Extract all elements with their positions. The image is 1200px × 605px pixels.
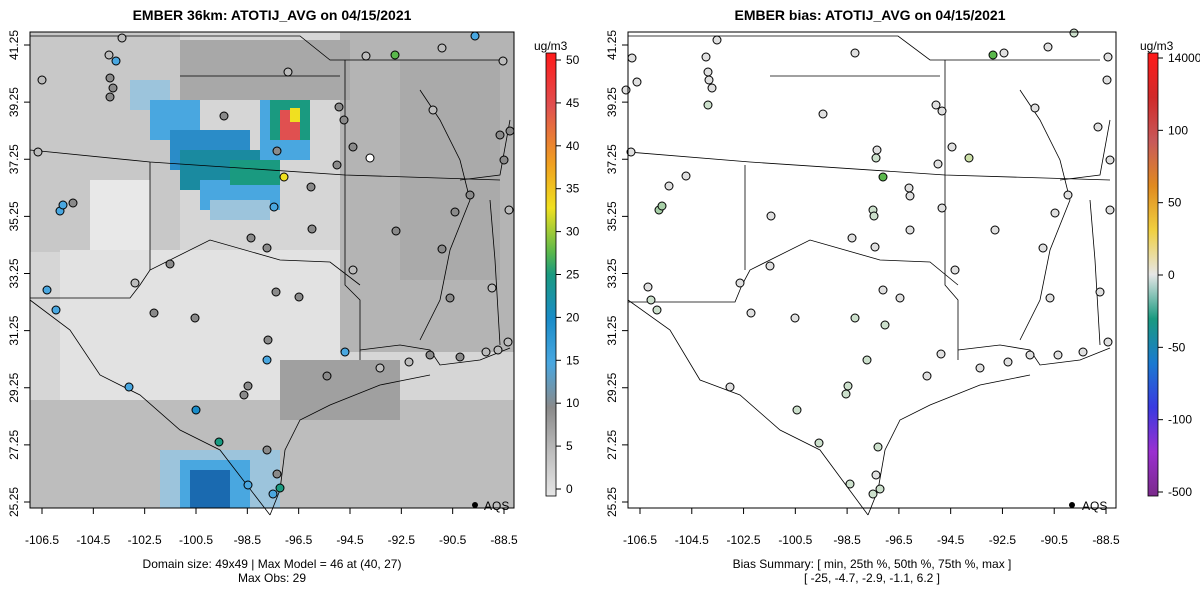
colorbar-tick-label: 5 [566,439,573,453]
y-tick-label: 31.25 [7,315,21,345]
x-tick-label: -92.5 [388,533,416,547]
colorbar-tick-label: -100 [1168,413,1192,427]
left-plot-frame [29,31,515,509]
left-title: EMBER 36km: ATOTIJ_AVG on 04/15/2021 [133,7,412,23]
y-tick-label: 39.25 [7,87,21,117]
y-tick-label: 41.25 [605,30,619,60]
x-tick-label: -100.5 [778,533,812,547]
right-plot-frame [627,31,1117,509]
y-tick-label: 25.25 [605,487,619,517]
colorbar-tick-label: 14000 [1168,51,1200,65]
colorbar-tick-label: 35 [566,182,580,196]
right-monitors [621,28,1115,508]
x-tick-label: -98.5 [234,533,262,547]
colorbar-tick-label: 25 [566,268,580,282]
colorbar-tick-label: -500 [1168,485,1192,499]
left-colorbar-units: ug/m3 [534,39,568,53]
colorbar-tick-label: -50 [1168,340,1186,354]
x-tick-label: -100.5 [179,533,213,547]
colorbar-tick-label: 45 [566,96,580,110]
colorbar-tick-label: 100 [1168,123,1188,137]
x-tick-label: -106.5 [25,533,59,547]
y-tick-label: 35.25 [7,201,21,231]
left-colorbar-ticks: 0 5 10 15 20 25 30 35 40 45 50 [556,53,580,496]
right-x-ticks: -106.5 -104.5 -102.5 -100.5 -98.5 -96.5 -94.5 -… [623,508,1120,547]
x-tick-label: -90.5 [1041,533,1069,547]
left-footer-line2: Max Obs: 29 [238,571,306,585]
colorbar-tick-label: 0 [566,482,573,496]
y-tick-label: 35.25 [605,201,619,231]
x-tick-label: -106.5 [623,533,657,547]
colorbar-tick-label: 15 [566,353,580,367]
right-colorbar [1147,52,1159,497]
left-monitors [33,31,515,508]
y-tick-label: 33.25 [605,258,619,288]
y-tick-label: 29.25 [605,372,619,402]
y-tick-label: 39.25 [605,87,619,117]
x-tick-label: -88.5 [490,533,518,547]
left-boundaries [29,35,511,516]
left-y-ticks: 25.25 27.25 29.25 31.25 33.25 35.25 37.25 39.25… [7,30,30,517]
y-tick-label: 29.25 [7,372,21,402]
x-tick-label: -104.5 [675,533,709,547]
y-tick-label: 27.25 [605,430,619,460]
colorbar-tick-label: 0 [1168,268,1175,282]
y-tick-label: 41.25 [7,30,21,60]
colorbar-tick-label: 20 [566,310,580,324]
x-tick-label: -94.5 [937,533,965,547]
left-footer-line1: Domain size: 49x49 | Max Model = 46 at (… [143,557,402,571]
right-footer-line1: Bias Summary: [ min, 25th %, 50th %, 75t… [733,557,1012,571]
colorbar-tick-label: 10 [566,396,580,410]
y-tick-label: 37.25 [7,144,21,174]
right-title: EMBER bias: ATOTIJ_AVG on 04/15/2021 [734,7,1005,23]
y-tick-label: 25.25 [7,487,21,517]
y-tick-label: 31.25 [605,315,619,345]
right-panel: EMBER bias: ATOTIJ_AVG on 04/15/2021 [605,7,1200,585]
right-boundaries [627,35,1111,516]
x-tick-label: -96.5 [285,533,313,547]
right-colorbar-units: ug/m3 [1140,39,1174,53]
right-y-ticks: 25.25 27.25 29.25 31.25 33.25 35.25 37.25 39.25… [605,30,628,517]
colorbar-tick-label: 50 [566,53,580,67]
left-panel: EMBER 36km: ATOTIJ_AVG on 04/15/2021 [7,7,580,585]
right-footer-line2: [ -25, -4.7, -2.9, -1.1, 6.2 ] [804,571,940,585]
x-tick-label: -96.5 [885,533,913,547]
x-tick-label: -90.5 [439,533,467,547]
x-tick-label: -98.5 [833,533,861,547]
y-tick-label: 37.25 [605,144,619,174]
right-legend-label: AQS [1082,499,1107,513]
x-tick-label: -92.5 [989,533,1017,547]
colorbar-tick-label: 30 [566,225,580,239]
colorbar-tick-label: 40 [566,139,580,153]
x-tick-label: -102.5 [727,533,761,547]
colorbar-tick-label: 50 [1168,196,1182,210]
left-heatmap [30,32,514,508]
y-tick-label: 27.25 [7,430,21,460]
x-tick-label: -94.5 [336,533,364,547]
x-tick-label: -88.5 [1092,533,1120,547]
y-tick-label: 33.25 [7,258,21,288]
left-x-ticks: -106.5 -104.5 -102.5 -100.5 -98.5 -96.5 -94.5 -… [25,508,518,547]
left-colorbar [545,52,557,497]
x-tick-label: -104.5 [76,533,110,547]
left-legend-label: AQS [484,499,509,513]
x-tick-label: -102.5 [128,533,162,547]
